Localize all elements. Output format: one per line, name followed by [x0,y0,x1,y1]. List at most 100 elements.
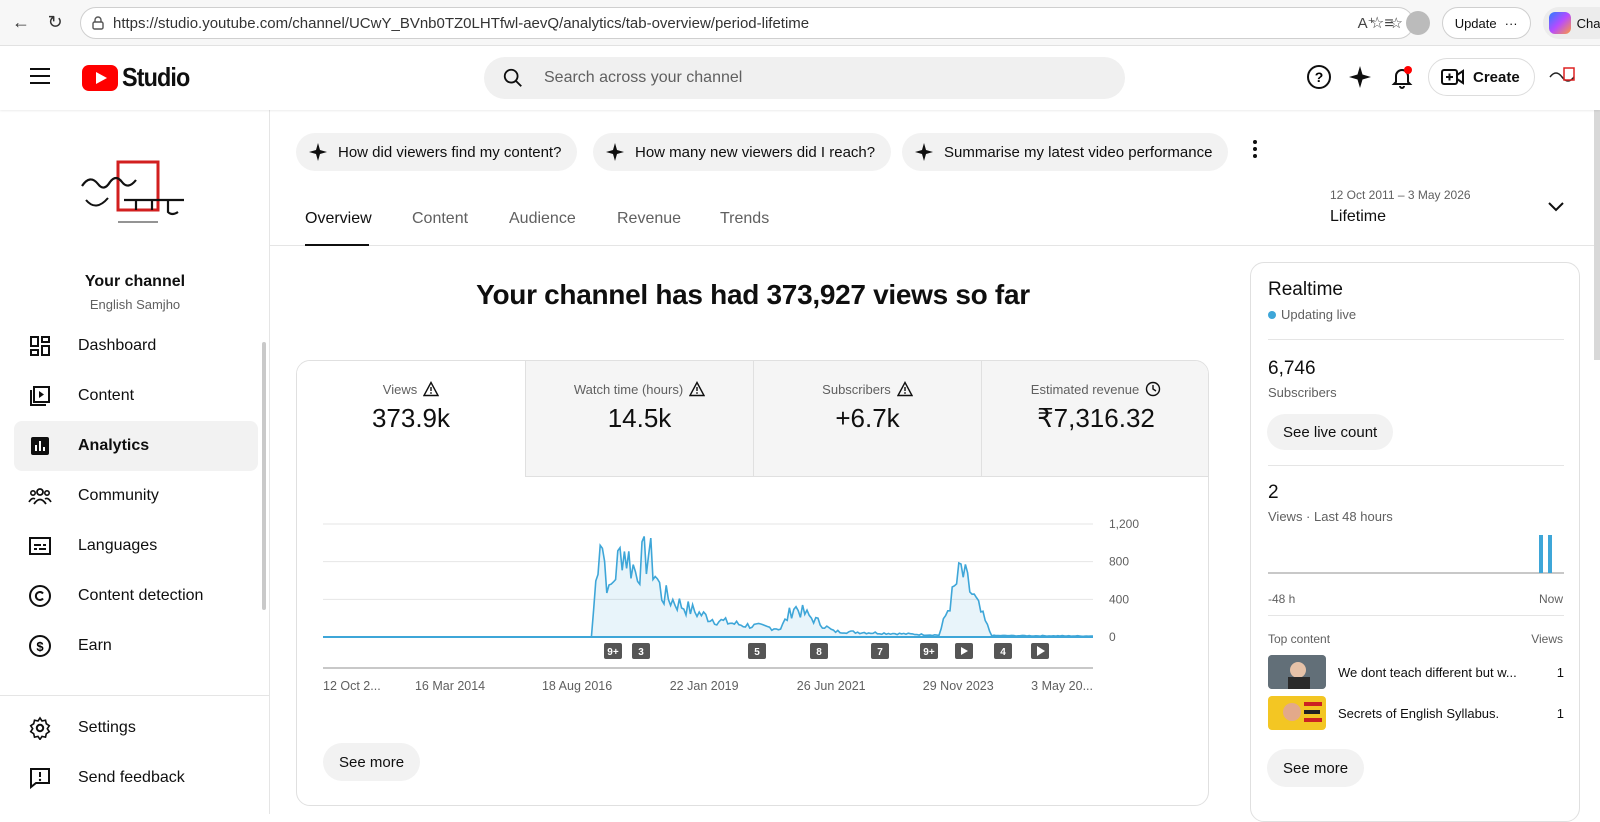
refresh-icon[interactable]: ↻ [47,12,63,32]
sidebar-item-earn[interactable]: $ Earn [14,621,258,671]
chevron-down-icon[interactable] [1546,200,1566,214]
see-live-count-button[interactable]: See live count [1267,414,1394,450]
search-placeholder: Search across your channel [544,69,743,86]
menu-icon[interactable] [30,68,50,84]
favorites-icon[interactable]: ☆≡ [1370,15,1394,32]
sidebar-item-label: Settings [78,719,136,736]
see-more-button[interactable]: See more [323,743,421,781]
top-content-row[interactable]: We dont teach different but w... 1 [1268,655,1564,689]
update-button[interactable]: Update ··· [1441,7,1531,39]
tab-trends[interactable]: Trends [720,210,770,227]
channel-logo[interactable] [78,160,194,230]
metric-value: +6.7k [835,403,900,433]
sidebar-item-languages[interactable]: Languages [14,521,258,571]
svg-text:$: $ [36,639,44,654]
tab-content[interactable]: Content [412,210,469,227]
url-text[interactable]: https://studio.youtube.com/channel/UCwY_… [113,14,810,32]
marker-count: 5 [754,647,760,658]
metric-views[interactable]: Views 373.9k [297,361,525,476]
profile-icon[interactable] [1405,11,1430,35]
chip-new-viewers[interactable]: How many new viewers did I reach? [593,133,892,171]
x-tick-label: 22 Jan 2019 [670,679,739,693]
sparkle-icon[interactable] [1347,64,1373,90]
copilot-chat-button[interactable]: Chat [1542,7,1600,39]
top-content-row[interactable]: Secrets of English Syllabus. 1 [1268,696,1564,730]
chip-latest-video[interactable]: Summarise my latest video performance [902,133,1229,171]
metric-subscribers[interactable]: Subscribers +6.7k [753,361,981,476]
realtime-see-more-button[interactable]: See more [1267,749,1365,787]
sidebar-item-community[interactable]: Community [14,471,258,521]
page-title: Your channel has had 373,927 views so fa… [476,279,1030,310]
date-range-label: Lifetime [1330,208,1387,225]
marker-count: 9+ [607,647,619,658]
help-icon[interactable]: ? [1306,64,1332,90]
channel-title[interactable]: Your channel [84,273,186,290]
views-chart[interactable]: 1,200 800 400 0 12 Oct 2... 16 Mar 2014 18 Aug… [297,477,1209,737]
studio-logo[interactable]: Studio [82,62,197,93]
more-options-icon[interactable] [1252,140,1258,160]
subscriber-label: Subscribers [1268,385,1337,400]
create-label: Create [1473,68,1520,86]
sidebar-item-settings[interactable]: Settings [14,703,258,753]
top-content-title: Secrets of English Syllabus. [1338,705,1500,721]
notifications-bell-icon[interactable] [1389,64,1415,90]
top-content-views: 1 [1556,705,1564,721]
sidebar-item-send-feedback[interactable]: Send feedback [14,753,258,803]
axis-end-label: Now [1538,592,1563,606]
play-icon [1037,646,1045,656]
chip-label: How many new viewers did I reach? [635,143,876,161]
x-tick-label: 29 Nov 2023 [923,679,994,693]
account-avatar[interactable] [1546,62,1580,92]
page-scrollbar[interactable] [1594,110,1600,360]
top-content-title: We dont teach different but w... [1338,664,1517,680]
metric-value: 14.5k [607,403,672,433]
metric-divider [525,476,1208,477]
date-range-text: 12 Oct 2011 – 3 May 2026 [1330,188,1471,202]
chip-viewers-find[interactable]: How did viewers find my content? [296,133,578,171]
tab-overview[interactable]: Overview [305,210,372,227]
realtime-bar[interactable] [1539,535,1543,573]
metric-label: Watch time (hours) [573,381,684,397]
back-arrow-icon[interactable]: ← [12,12,30,32]
video-marker [748,643,766,659]
y-tick-label: 0 [1109,630,1116,644]
realtime-bar-chart[interactable] [1268,525,1564,575]
video-thumbnail [1268,655,1326,689]
sidebar-item-content[interactable]: Content [14,371,258,421]
top-content-label: Top content [1268,632,1331,646]
divider [1268,615,1564,616]
more-dots-icon: ··· [1504,15,1518,31]
status-text: Updating live [1281,307,1357,322]
realtime-views-count: 2 [1268,482,1279,503]
clock-icon [1146,381,1161,397]
read-aloud-icon[interactable]: A⁺ [1357,15,1376,32]
date-range-selector[interactable]: 12 Oct 2011 – 3 May 2026 Lifetime [1330,188,1471,226]
video-thumbnail [1268,696,1326,730]
sidebar-item-content-detection[interactable]: Content detection [14,571,258,621]
address-bar[interactable]: https://studio.youtube.com/channel/UCwY_… [80,7,1414,39]
sidebar-item-label: Send feedback [78,769,185,786]
metrics-card: Views 373.9k Watch time (hours) 14.5k Su… [296,360,1209,806]
metric-revenue[interactable]: Estimated revenue ₹7,316.32 [981,361,1208,476]
metric-label: Estimated revenue [1030,381,1140,397]
metric-watch-time[interactable]: Watch time (hours) 14.5k [525,361,753,476]
sidebar-item-dashboard[interactable]: Dashboard [14,321,258,371]
realtime-bar[interactable] [1548,535,1552,573]
search-input[interactable]: Search across your channel [484,57,1125,99]
top-content-views: 1 [1556,664,1564,680]
sparkle-icon [915,143,933,161]
warning-icon [896,381,913,397]
create-button[interactable]: Create [1428,58,1535,96]
sidebar-item-analytics[interactable]: Analytics [14,421,258,471]
site-info-icon[interactable] [90,15,106,31]
favorite-star-icon[interactable]: ☆ [1389,15,1403,32]
tab-revenue[interactable]: Revenue [617,210,682,227]
sidebar-item-label: Earn [78,637,112,654]
sidebar-scrollbar[interactable] [262,342,266,610]
studio-header: Studio Search across your channel ? Crea… [0,46,1600,110]
views-column-label: Views [1531,632,1563,646]
y-tick-label: 400 [1109,592,1129,606]
tab-audience[interactable]: Audience [509,210,576,227]
axis-start-label: -48 h [1268,592,1296,606]
video-marker [604,643,622,659]
